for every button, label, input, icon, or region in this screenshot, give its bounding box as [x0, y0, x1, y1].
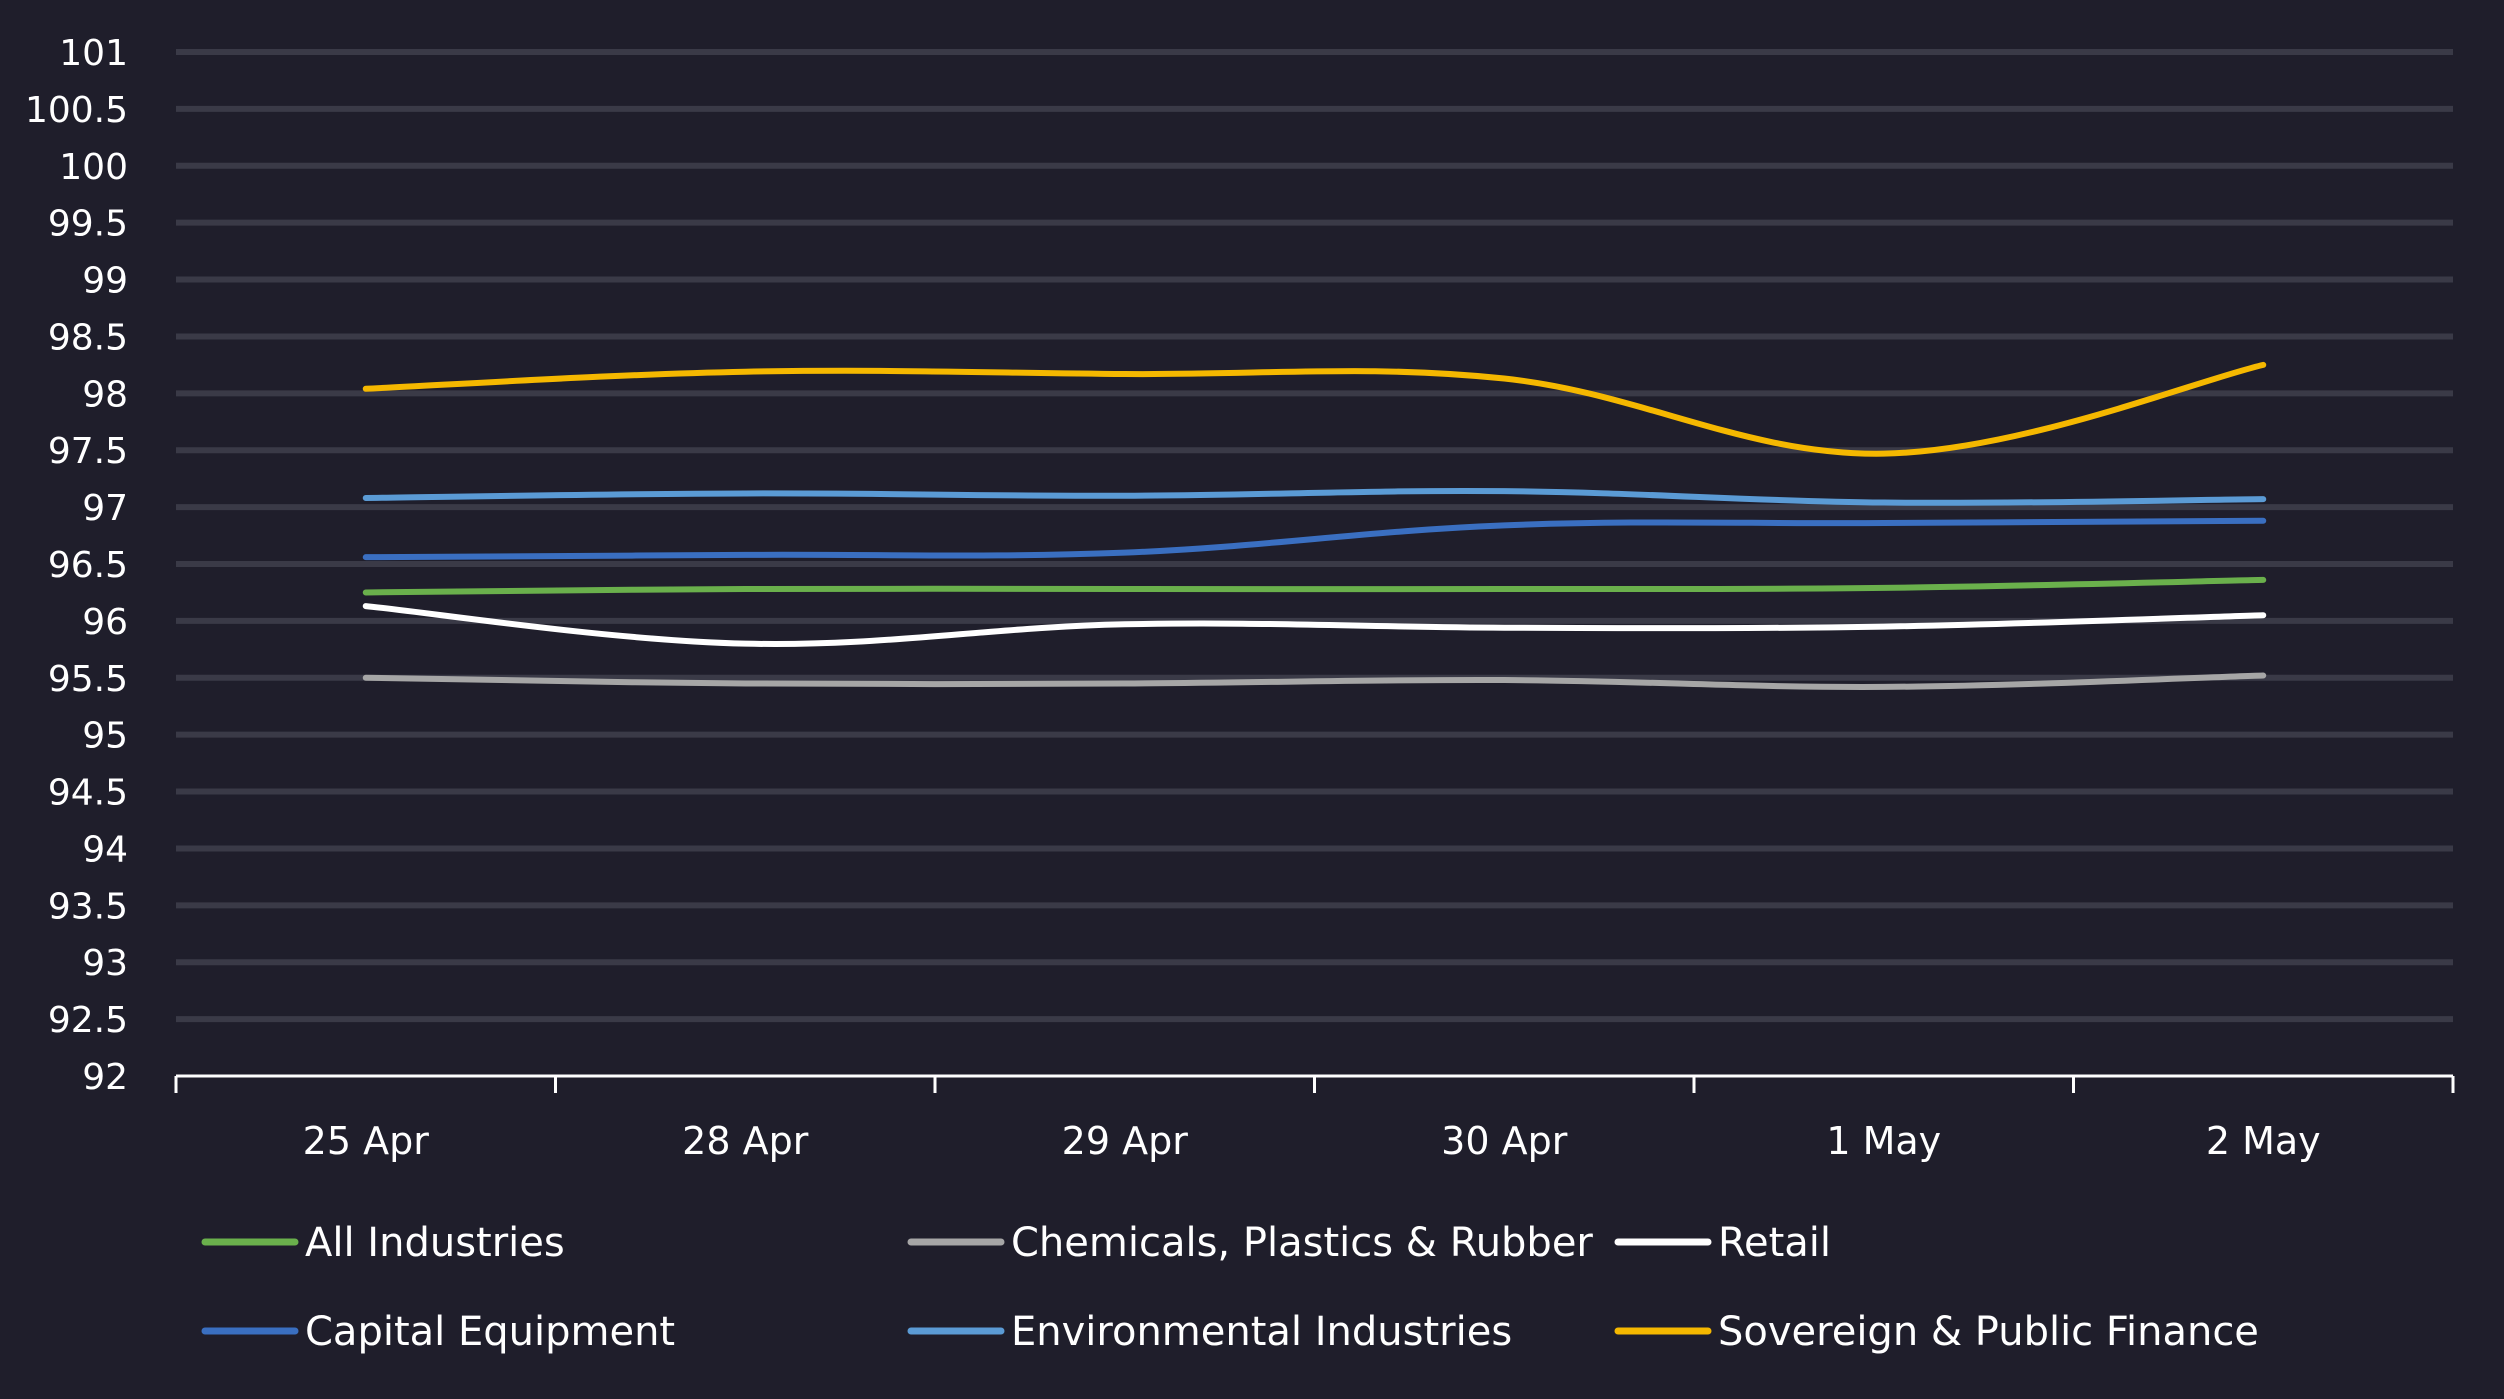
y-tick-label: 96.5 [48, 545, 128, 586]
y-tick-label: 93 [82, 943, 128, 984]
y-tick-label: 99 [82, 261, 128, 302]
y-tick-label: 95 [82, 716, 128, 757]
y-tick-label: 97 [82, 488, 128, 529]
y-tick-label: 93.5 [48, 886, 128, 927]
y-tick-label: 97.5 [48, 431, 128, 472]
y-tick-label: 99.5 [48, 204, 128, 245]
legend-label-all-industries: All Industries [305, 1220, 565, 1266]
x-tick-label: 30 Apr [1441, 1119, 1568, 1163]
x-tick-label: 28 Apr [682, 1119, 809, 1163]
y-tick-label: 100.5 [25, 90, 128, 131]
y-tick-label: 101 [59, 33, 128, 74]
legend-label-chemicals-plastics-rubber: Chemicals, Plastics & Rubber [1011, 1220, 1593, 1266]
legend-label-environmental-industries: Environmental Industries [1011, 1309, 1512, 1355]
series-line-capital-equipment [362, 517, 2267, 561]
y-tick-label: 92.5 [48, 1000, 128, 1041]
series-lines [362, 361, 2267, 690]
gridlines [176, 49, 2453, 1023]
y-tick-label: 98 [82, 374, 128, 415]
y-tick-label: 100 [59, 147, 128, 188]
legend-label-capital-equipment: Capital Equipment [305, 1309, 675, 1355]
y-axis-ticks: 92 92.5 93 93.5 94 94.5 95 95.5 96 96.5 97 97.5 98 98… [25, 33, 128, 1098]
y-tick-label: 95.5 [48, 659, 128, 700]
x-tick-label: 29 Apr [1062, 1119, 1189, 1163]
x-axis: 25 Apr 28 Apr 29 Apr 30 Apr 1 May 2 May [174, 1074, 2455, 1163]
series-line-all-industries [362, 576, 2267, 596]
x-tick-label: 25 Apr [303, 1119, 430, 1163]
legend-label-retail: Retail [1718, 1220, 1831, 1266]
legend-label-sovereign-public-finance: Sovereign & Public Finance [1718, 1309, 2259, 1355]
y-tick-label: 98.5 [48, 317, 128, 358]
x-tick-label: 2 May [2206, 1119, 2321, 1163]
y-tick-label: 94.5 [48, 773, 128, 814]
series-line-environmental-industries [362, 487, 2267, 506]
legend: All Industries Chemicals, Plastics & Rubb… [201, 1220, 2259, 1355]
series-line-retail [362, 603, 2267, 647]
y-tick-label: 94 [82, 829, 128, 870]
series-line-sovereign-public-finance [362, 361, 2267, 457]
y-tick-label: 92 [82, 1057, 128, 1098]
series-line-chemicals-plastics-rubber [362, 672, 2267, 690]
x-tick-label: 1 May [1826, 1119, 1941, 1163]
y-tick-label: 96 [82, 602, 128, 643]
